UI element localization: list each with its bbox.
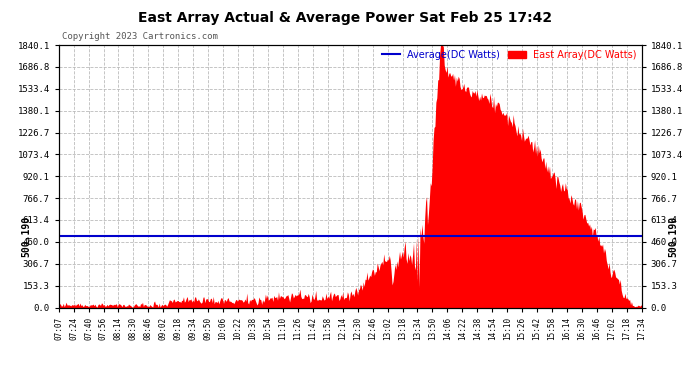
Text: 500.190: 500.190 bbox=[21, 216, 32, 257]
Text: Copyright 2023 Cartronics.com: Copyright 2023 Cartronics.com bbox=[62, 32, 218, 41]
Legend: Average(DC Watts), East Array(DC Watts): Average(DC Watts), East Array(DC Watts) bbox=[382, 50, 637, 60]
Text: East Array Actual & Average Power Sat Feb 25 17:42: East Array Actual & Average Power Sat Fe… bbox=[138, 11, 552, 25]
Text: 500.190: 500.190 bbox=[669, 216, 679, 257]
